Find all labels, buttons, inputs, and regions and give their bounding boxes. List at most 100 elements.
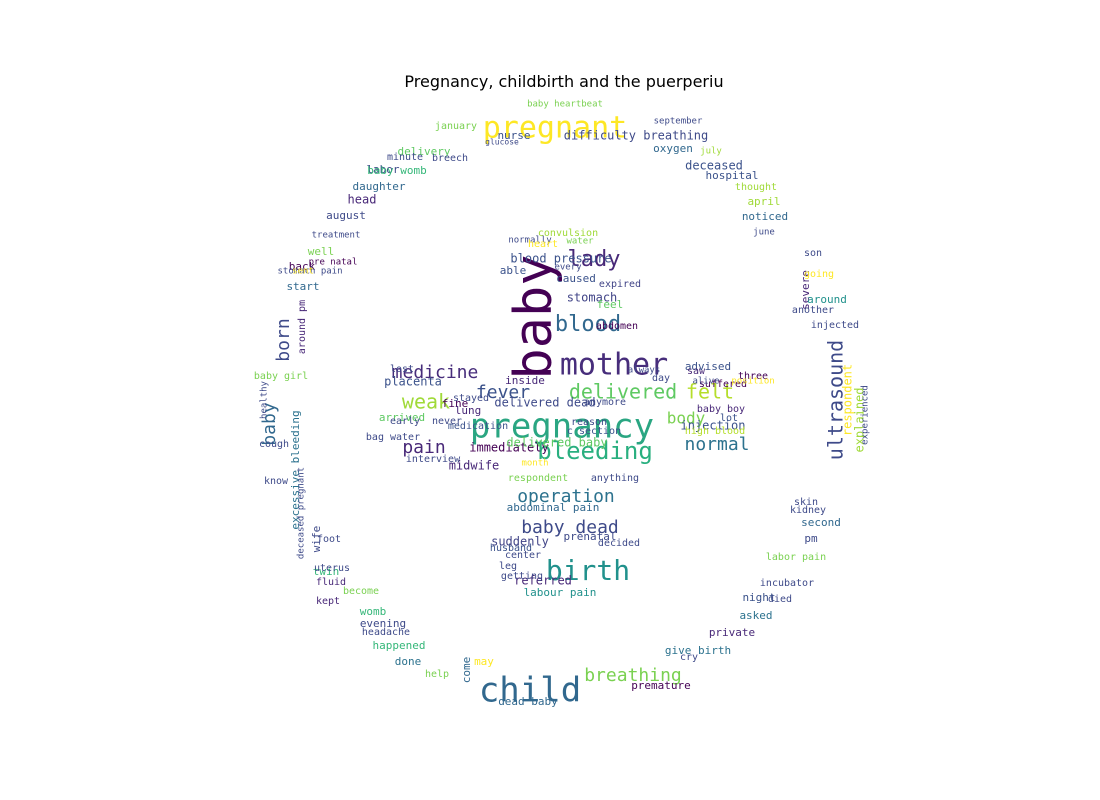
word-around: around bbox=[807, 293, 847, 306]
word-midwife: midwife bbox=[449, 459, 500, 473]
word-bag-water: bag water bbox=[366, 432, 420, 443]
word-pregnancy: pregnancy bbox=[470, 407, 654, 447]
word-baby: baby bbox=[259, 402, 280, 446]
word-dead-baby: dead baby bbox=[498, 695, 558, 708]
word-start: start bbox=[286, 280, 319, 293]
word-alive: alive bbox=[692, 377, 719, 387]
word-excessive-bleeding: excessive bleeding bbox=[289, 410, 302, 529]
word-deceased-pregnant: deceased pregnant bbox=[297, 467, 307, 559]
word-center: center bbox=[505, 550, 541, 561]
word-evening: evening bbox=[360, 617, 406, 630]
word-around-pm: around pm bbox=[297, 300, 308, 354]
word-husband: husband bbox=[490, 543, 532, 554]
word-early: early bbox=[390, 416, 420, 427]
word-inside: inside bbox=[505, 374, 545, 387]
word-son: son bbox=[804, 248, 822, 259]
word-lung: lung bbox=[455, 404, 482, 417]
word-medication: medication bbox=[448, 421, 508, 432]
word-labour-pain: labour pain bbox=[524, 586, 597, 599]
word-cough: cough bbox=[259, 439, 289, 450]
word-position: position bbox=[731, 377, 774, 387]
word-august: august bbox=[326, 209, 366, 222]
word-felt: felt bbox=[686, 380, 734, 404]
word-respondent: respondent bbox=[841, 364, 855, 436]
word-expired: expired bbox=[599, 279, 641, 290]
word-fine: fine bbox=[442, 397, 469, 410]
word-advised: advised bbox=[685, 360, 731, 373]
word-well: well bbox=[308, 245, 335, 258]
word-may: may bbox=[474, 655, 494, 668]
word-stomach-pain: stomach pain bbox=[277, 267, 342, 277]
word-night: night bbox=[742, 591, 775, 604]
word-three: three bbox=[738, 371, 768, 382]
word-skin: skin bbox=[794, 497, 818, 508]
word-delivery: delivery bbox=[398, 145, 451, 158]
word-back: back bbox=[289, 260, 316, 273]
word-respondent: respondent bbox=[508, 473, 568, 484]
word-referred: referred bbox=[514, 574, 572, 588]
word-blood-pressure: blood pressure bbox=[510, 252, 611, 266]
word-breathing: breathing bbox=[584, 665, 682, 686]
word-saw: saw bbox=[687, 366, 706, 377]
word-baby-girl: baby girl bbox=[254, 371, 308, 382]
word-kept: kept bbox=[316, 596, 340, 607]
word-month: month bbox=[521, 459, 548, 469]
word-september: september bbox=[654, 117, 703, 127]
word-pre-natal: pre natal bbox=[309, 258, 358, 268]
word-cry: cry bbox=[680, 652, 698, 663]
word-medicine: medicine bbox=[392, 362, 479, 383]
word-normal: normal bbox=[684, 434, 749, 455]
word-thought: thought bbox=[735, 182, 777, 193]
word-lot: lot bbox=[720, 413, 738, 424]
word-oxygen: oxygen bbox=[653, 142, 693, 155]
word-july: july bbox=[700, 147, 722, 157]
word-mother: mother bbox=[560, 348, 668, 383]
word-baby-dead: baby dead bbox=[521, 517, 619, 538]
word-died: died bbox=[768, 594, 792, 605]
word-nurse: nurse bbox=[497, 129, 530, 142]
word-wife: wife bbox=[310, 526, 323, 553]
word-prenatal: prenatal bbox=[564, 530, 617, 543]
word-abdominal-pain: abdominal pain bbox=[507, 501, 600, 514]
word-birth: birth bbox=[546, 554, 630, 587]
word-january: january bbox=[435, 121, 477, 132]
word-baby-heartbeat: baby heartbeat bbox=[527, 100, 603, 110]
word-give-birth: give birth bbox=[665, 644, 731, 657]
word-noticed: noticed bbox=[742, 210, 788, 223]
word-placenta: placenta bbox=[384, 375, 442, 389]
word-explained: explained bbox=[853, 387, 867, 452]
chart-title: Pregnancy, childbirth and the puerperiu bbox=[404, 72, 724, 91]
word-happened: happened bbox=[373, 639, 426, 652]
word-know: know bbox=[264, 476, 289, 487]
word-pain: pain bbox=[402, 437, 445, 458]
word-glucose: glucose bbox=[485, 138, 519, 147]
word-fluid: fluid bbox=[316, 577, 346, 588]
word-labor-pain: labor pain bbox=[766, 552, 826, 563]
word-heart: heart bbox=[528, 239, 558, 250]
word-delivered: delivered bbox=[569, 380, 677, 404]
word-injection: injection bbox=[680, 419, 745, 433]
word-immediately: immediately bbox=[469, 441, 548, 455]
word-going: going bbox=[804, 269, 834, 280]
word-abdomen: abdomen bbox=[596, 321, 638, 332]
word-getting: getting bbox=[501, 571, 543, 582]
word-convulsion: convulsion bbox=[538, 228, 598, 239]
word-delivered-dead: delivered dead bbox=[494, 396, 595, 410]
word-never: never bbox=[432, 416, 462, 427]
word-suddenly: suddenly bbox=[491, 535, 549, 549]
word-baby-womb: baby womb bbox=[367, 164, 427, 177]
word-stayed: stayed bbox=[453, 393, 489, 404]
word-arrived: arrived bbox=[379, 411, 425, 424]
word-interview: interview bbox=[406, 454, 461, 465]
word-help: help bbox=[425, 669, 449, 680]
word-decided: decided bbox=[598, 538, 640, 549]
word-pm: pm bbox=[804, 532, 818, 545]
word-second: second bbox=[801, 516, 841, 529]
word-experienced: experienced bbox=[861, 385, 871, 445]
word-child: child bbox=[479, 671, 581, 711]
word-severe: severe bbox=[799, 270, 812, 310]
word-high-blood: high blood bbox=[685, 426, 745, 437]
word-head: head bbox=[348, 193, 377, 207]
word-labor: labor bbox=[366, 163, 399, 176]
